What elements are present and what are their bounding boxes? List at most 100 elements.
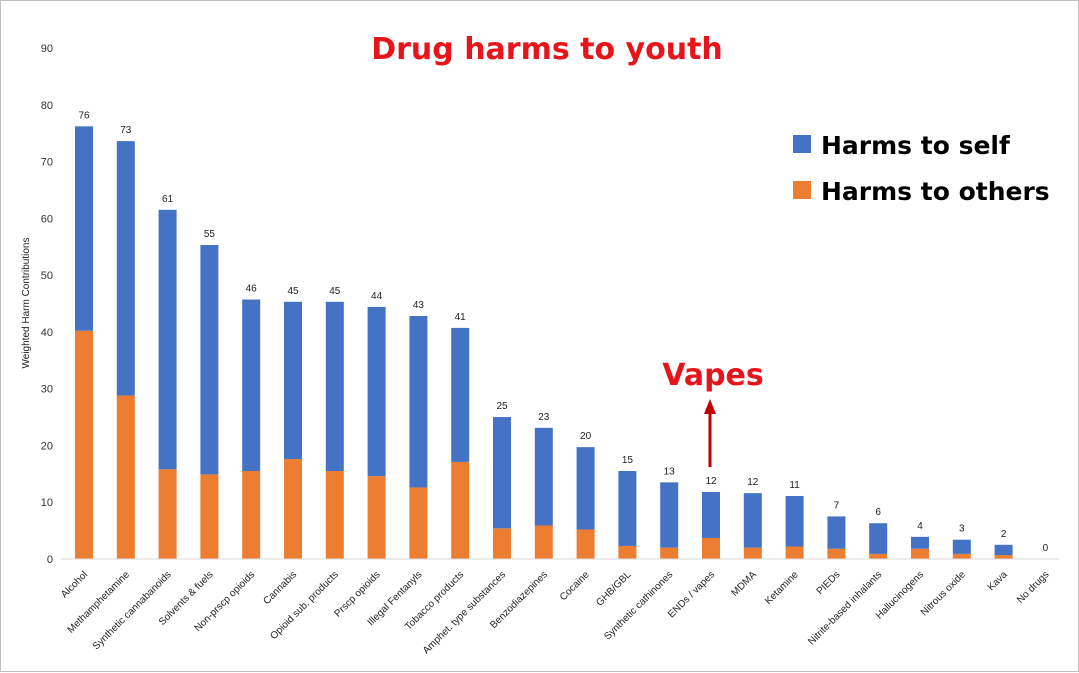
- bar-harms-to-others: [660, 547, 679, 559]
- bar-harms-to-self: [952, 539, 971, 554]
- bar-harms-to-others: [869, 553, 888, 559]
- category-label: Synthetic cannabanoids: [91, 569, 174, 652]
- total-label: 76: [78, 110, 90, 121]
- total-label: 3: [959, 524, 965, 535]
- bar-harms-to-others: [367, 476, 386, 559]
- total-label: 15: [622, 455, 634, 466]
- legend-label: Harms to self: [821, 131, 1011, 160]
- y-tick-label: 90: [41, 43, 53, 55]
- total-label: 7: [834, 500, 840, 511]
- total-label: 23: [538, 412, 550, 423]
- annotation-vapes: Vapes: [662, 358, 764, 467]
- bar-harms-to-self: [785, 495, 804, 547]
- bar-harms-to-others: [325, 470, 344, 559]
- total-label: 11: [789, 480, 800, 491]
- total-label: 4: [917, 521, 923, 532]
- total-label: 13: [664, 466, 676, 477]
- bar-harms-to-others: [702, 537, 720, 559]
- bar-harms-to-others: [116, 395, 135, 559]
- total-label: 6: [875, 507, 881, 518]
- bar-harms-to-self: [869, 523, 888, 554]
- total-label: 43: [413, 300, 425, 311]
- category-label: Ketamine: [763, 569, 801, 607]
- bar-harms-to-self: [660, 482, 679, 548]
- bar-harms-to-others: [158, 469, 177, 559]
- total-label: 12: [705, 476, 717, 487]
- category-label: Synthetic cathinones: [602, 569, 675, 642]
- category-label: Kava: [986, 569, 1010, 593]
- category-label: Amphet. type substances: [421, 569, 508, 656]
- bar-harms-to-self: [827, 516, 846, 549]
- y-tick-label: 50: [41, 270, 53, 282]
- bar-harms-to-self: [451, 327, 470, 462]
- total-label: 55: [204, 229, 216, 240]
- bar-harms-to-self: [994, 544, 1013, 556]
- total-label: 20: [580, 431, 592, 442]
- bars: [61, 126, 1059, 560]
- total-label: 41: [455, 312, 467, 323]
- category-label: Cocaine: [558, 569, 592, 603]
- bar-harms-to-self: [534, 427, 553, 526]
- bar-harms-to-others: [242, 470, 261, 559]
- bar-harms-to-others: [534, 525, 553, 559]
- bar-harms-to-self: [116, 141, 135, 396]
- total-label: 12: [747, 477, 759, 488]
- category-label: Alcohol: [59, 569, 90, 600]
- bar-harms-to-others: [994, 555, 1013, 559]
- bar-harms-to-self: [325, 301, 344, 471]
- category-label: Cannabis: [261, 569, 299, 607]
- bar-harms-to-others: [200, 474, 219, 559]
- total-label: 44: [371, 291, 383, 302]
- bar-harms-to-others: [952, 553, 971, 559]
- bar-harms-to-self: [242, 299, 261, 471]
- bar-harms-to-self: [576, 447, 595, 530]
- bar-harms-to-others: [827, 548, 846, 559]
- bar-harms-to-others: [451, 461, 470, 559]
- annotation-arrowhead: [704, 399, 716, 414]
- legend: Harms to self Harms to others: [793, 131, 1050, 206]
- bar-harms-to-others: [409, 487, 428, 559]
- bar-harms-to-self: [743, 493, 762, 548]
- y-tick-label: 30: [41, 384, 53, 396]
- y-tick-label: 70: [41, 157, 53, 169]
- legend-label: Harms to others: [821, 177, 1050, 206]
- category-label: Nitrite-based inhalants: [806, 569, 884, 647]
- category-label: No drugs: [1015, 569, 1051, 605]
- bar-harms-to-others: [911, 548, 929, 559]
- bar-harms-to-self: [75, 126, 93, 331]
- bar-harms-to-self: [911, 536, 929, 549]
- total-label: 73: [120, 125, 132, 136]
- bar-harms-to-others: [75, 330, 93, 559]
- total-label: 61: [162, 194, 174, 205]
- total-label: 2: [1001, 529, 1007, 540]
- legend-swatch: [793, 181, 811, 199]
- y-axis-label: Weighted Harm Contributions: [21, 238, 32, 369]
- annotation-text: Vapes: [662, 358, 764, 393]
- bar-harms-to-self: [409, 315, 428, 488]
- bar-harms-to-self: [618, 470, 637, 546]
- category-label: GHB/GBL: [594, 569, 634, 609]
- total-label: 46: [246, 284, 258, 295]
- chart-title: Drug harms to youth: [371, 32, 723, 67]
- total-label: 45: [329, 286, 341, 297]
- category-label: PIEDs: [815, 569, 843, 597]
- bar-harms-to-others: [284, 459, 302, 559]
- bar-harms-to-others: [785, 546, 804, 559]
- bar-harms-to-others: [493, 528, 511, 559]
- total-label: 45: [287, 286, 299, 297]
- bar-harms-to-self: [367, 306, 386, 477]
- y-tick-label: 0: [47, 554, 53, 566]
- y-tick-label: 10: [41, 497, 53, 509]
- bar-harms-to-others: [743, 547, 762, 559]
- y-tick-label: 60: [41, 213, 53, 225]
- bar-harms-to-others: [618, 545, 637, 559]
- total-label: 0: [1043, 543, 1049, 554]
- bar-harms-to-self: [493, 417, 511, 529]
- y-tick-label: 20: [41, 440, 53, 452]
- bar-harms-to-self: [200, 245, 219, 475]
- category-label: Nitrous oxide: [919, 569, 968, 618]
